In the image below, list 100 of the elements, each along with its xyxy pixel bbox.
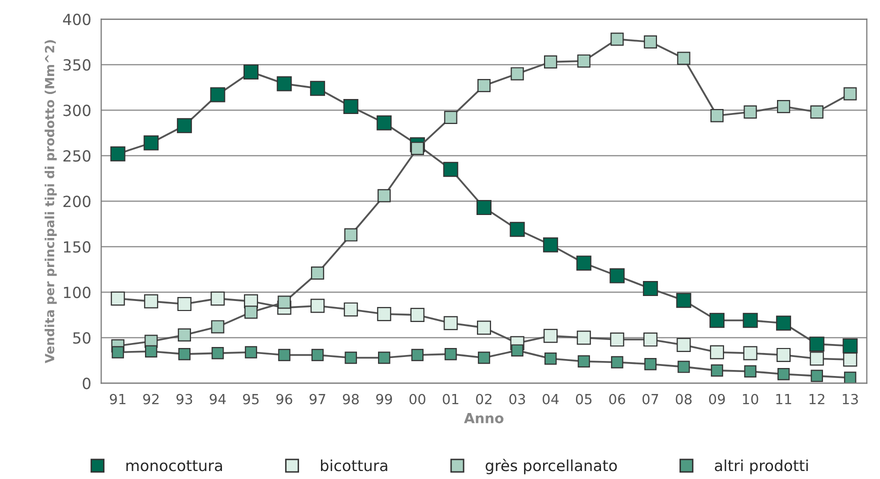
x-tick-label: 00 xyxy=(410,394,426,404)
x-tick-label: 12 xyxy=(810,394,824,404)
point xyxy=(443,162,458,177)
x-tick-label: 96 xyxy=(276,394,292,404)
y-tick-label: 400 xyxy=(63,14,90,26)
point xyxy=(742,312,758,328)
x-tick-label: 94 xyxy=(210,394,226,404)
x-tick-label: 97 xyxy=(310,394,326,404)
x-tick-label: 07 xyxy=(642,394,658,404)
point xyxy=(810,370,823,382)
point xyxy=(410,142,424,155)
x-tick-label: 98 xyxy=(342,394,359,404)
point xyxy=(244,306,258,319)
x-tick-label: 11 xyxy=(776,394,792,404)
point xyxy=(378,189,391,202)
point xyxy=(310,80,326,96)
point xyxy=(144,135,159,150)
point xyxy=(842,338,858,354)
point xyxy=(476,200,492,216)
point xyxy=(212,347,224,360)
legend-label: monocottura xyxy=(126,460,222,472)
point xyxy=(278,296,291,309)
point xyxy=(777,100,790,114)
point xyxy=(710,345,724,360)
point xyxy=(510,67,524,80)
point xyxy=(576,330,591,345)
point xyxy=(376,115,392,130)
point xyxy=(544,328,558,343)
point xyxy=(211,320,224,334)
x-tick-label: 02 xyxy=(476,394,492,404)
legend-label: bicottura xyxy=(320,459,388,472)
point xyxy=(643,332,658,347)
x-tick-label: 04 xyxy=(542,394,559,404)
point xyxy=(378,352,390,364)
point xyxy=(543,237,558,252)
point xyxy=(710,364,724,377)
point xyxy=(244,346,258,358)
point xyxy=(710,312,725,328)
y-axis-title: Vendita per principali tipi di prodotto (Mm^2) xyxy=(44,40,57,364)
point xyxy=(110,146,126,162)
point xyxy=(544,352,557,365)
y-tick-label: 0 xyxy=(82,378,90,390)
point xyxy=(810,352,824,366)
point xyxy=(243,64,258,80)
point xyxy=(844,87,857,100)
x-tick-label: 03 xyxy=(509,394,526,404)
x-tick-label: 01 xyxy=(442,394,458,404)
point xyxy=(809,336,824,352)
point xyxy=(678,360,690,373)
y-tick-label: 350 xyxy=(63,59,90,71)
y-tick-label: 200 xyxy=(63,196,90,208)
point xyxy=(145,345,158,358)
point xyxy=(611,356,624,368)
point xyxy=(410,308,424,322)
point xyxy=(310,266,324,280)
point xyxy=(610,32,624,46)
point xyxy=(844,372,856,384)
point xyxy=(278,348,290,362)
y-tick-label: 150 xyxy=(64,241,90,253)
point xyxy=(110,292,125,306)
x-tick-label: 95 xyxy=(243,394,259,404)
point xyxy=(343,99,358,114)
x-tick-label: 05 xyxy=(576,394,592,404)
point xyxy=(810,105,824,119)
point xyxy=(744,105,757,119)
point xyxy=(176,118,192,134)
x-tick-label: 93 xyxy=(176,394,192,404)
x-tick-label: 99 xyxy=(376,394,392,404)
point xyxy=(777,368,790,380)
y-tick-label: 100 xyxy=(64,286,90,298)
x-tick-label: 09 xyxy=(709,394,725,404)
point xyxy=(476,320,492,335)
point xyxy=(411,348,424,362)
point xyxy=(178,328,191,342)
point xyxy=(577,54,590,68)
point xyxy=(676,338,691,352)
point xyxy=(677,52,690,65)
x-axis-title: Anno xyxy=(464,413,504,424)
point xyxy=(210,292,225,306)
point xyxy=(444,348,457,360)
point xyxy=(310,298,325,313)
x-tick-label: 91 xyxy=(110,394,126,404)
point xyxy=(744,365,756,378)
point xyxy=(444,316,458,330)
point xyxy=(776,348,791,362)
y-tick-label: 50 xyxy=(73,332,90,344)
point xyxy=(578,355,590,368)
point xyxy=(644,35,658,48)
point xyxy=(676,292,692,308)
point xyxy=(311,348,324,362)
point xyxy=(377,306,392,322)
x-tick-label: 92 xyxy=(143,394,159,404)
x-tick-label: 06 xyxy=(609,394,626,404)
point xyxy=(644,358,657,370)
point xyxy=(477,79,491,92)
point xyxy=(276,76,292,92)
point xyxy=(177,296,192,312)
point xyxy=(144,294,158,308)
point xyxy=(610,332,624,347)
y-tick-label: 300 xyxy=(63,104,90,116)
